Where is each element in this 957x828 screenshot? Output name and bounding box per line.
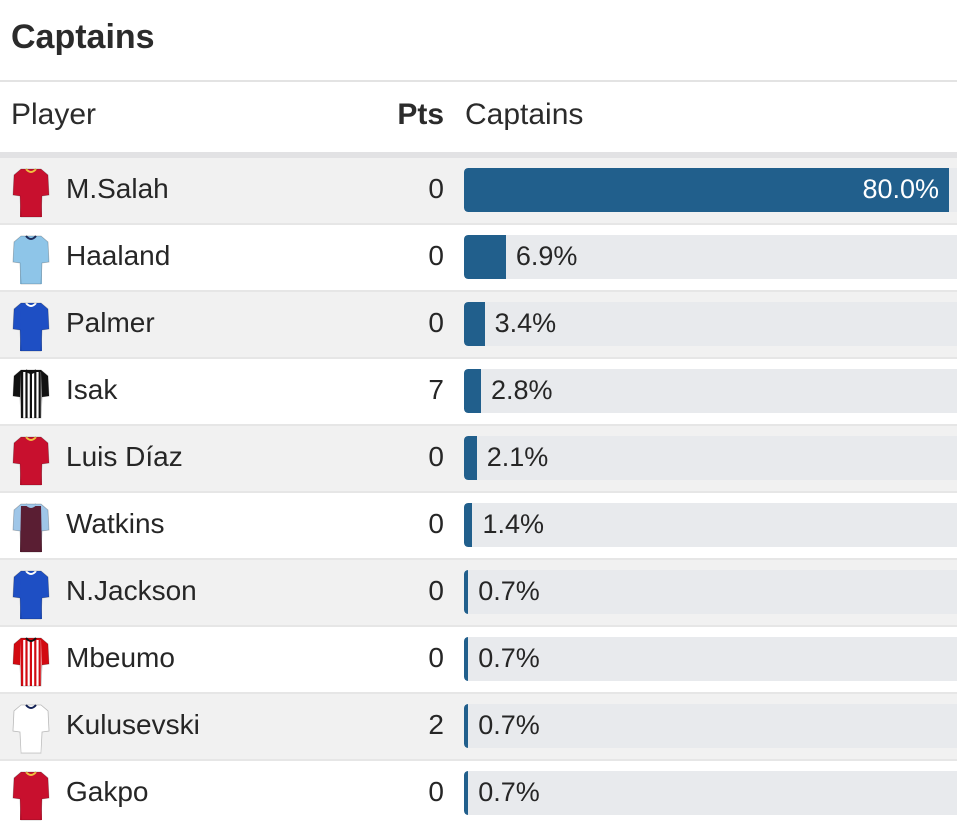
captaincy-bar-fill: [464, 704, 469, 748]
captaincy-percent: 3.4%: [494, 308, 557, 338]
player-name[interactable]: Haaland: [66, 240, 171, 271]
shirt-icon: [12, 701, 50, 755]
captaincy-percent: 0.7%: [478, 710, 540, 740]
player-pts: 2: [428, 709, 444, 740]
player-pts: 0: [428, 307, 444, 338]
player-pts: 0: [428, 508, 444, 539]
player-pts: 0: [428, 776, 444, 807]
page-title: Captains: [0, 0, 957, 82]
captaincy-bar-fill: [464, 168, 949, 212]
shirt-icon: [12, 433, 50, 487]
captaincy-bar-track: 1.4%: [464, 503, 957, 547]
captaincy-bar-fill: [464, 637, 469, 681]
captaincy-bar-fill: [464, 570, 469, 614]
player-pts: 0: [428, 441, 444, 472]
captaincy-bar-track: 2.8%: [464, 369, 957, 413]
captaincy-percent: 2.8%: [490, 375, 553, 405]
captaincy-bar-fill: [464, 503, 473, 547]
column-header-captains[interactable]: Captains: [465, 98, 584, 131]
player-pts: 0: [428, 642, 444, 673]
captaincy-bar-track: 2.1%: [464, 436, 957, 480]
player-name[interactable]: Kulusevski: [66, 709, 200, 740]
table-row[interactable]: Gakpo 0 0.7%: [0, 761, 957, 828]
captaincy-bar-track: 6.9%: [464, 235, 957, 279]
table-row[interactable]: N.Jackson 0 0.7%: [0, 560, 957, 627]
captaincy-percent: 0.7%: [478, 777, 540, 807]
captains-table: M.Salah 0 80.0% Haaland 0 6.9% Palmer 0 3.4% I…: [0, 158, 957, 828]
captaincy-bar-track: 0.7%: [464, 570, 957, 614]
captaincy-bar-track: 0.7%: [464, 771, 957, 815]
shirt-icon: [12, 768, 50, 822]
player-name[interactable]: Watkins: [66, 508, 165, 539]
captaincy-percent: 0.7%: [478, 643, 540, 673]
shirt-icon: [12, 299, 50, 353]
player-pts: 0: [428, 575, 444, 606]
table-row[interactable]: Palmer 0 3.4%: [0, 292, 957, 359]
player-name[interactable]: M.Salah: [66, 173, 169, 204]
player-name[interactable]: Palmer: [66, 307, 155, 338]
captaincy-percent: 6.9%: [515, 241, 578, 271]
column-header-pts[interactable]: Pts: [397, 98, 444, 131]
player-name[interactable]: N.Jackson: [66, 575, 197, 606]
shirt-icon: [12, 232, 50, 286]
table-header: Player Pts Captains: [0, 82, 957, 158]
captaincy-bar-fill: [464, 302, 485, 346]
captaincy-percent: 0.7%: [478, 576, 540, 606]
player-pts: 0: [428, 240, 444, 271]
captaincy-bar-fill: [464, 436, 477, 480]
shirt-icon: [12, 366, 50, 420]
captaincy-bar-fill: [464, 235, 506, 279]
player-name[interactable]: Gakpo: [66, 776, 149, 807]
player-pts: 7: [428, 374, 444, 405]
table-row[interactable]: Isak 7 2.8%: [0, 359, 957, 426]
captaincy-bar-fill: [464, 771, 469, 815]
table-row[interactable]: Haaland 0 6.9%: [0, 225, 957, 292]
player-name[interactable]: Isak: [66, 374, 118, 405]
table-row[interactable]: Watkins 0 1.4%: [0, 493, 957, 560]
player-pts: 0: [428, 173, 444, 204]
captaincy-bar-track: 0.7%: [464, 704, 957, 748]
table-row[interactable]: M.Salah 0 80.0%: [0, 158, 957, 225]
table-row[interactable]: Kulusevski 2 0.7%: [0, 694, 957, 761]
column-header-player[interactable]: Player: [11, 98, 97, 131]
table-row[interactable]: Mbeumo 0 0.7%: [0, 627, 957, 694]
shirt-icon: [12, 165, 50, 219]
shirt-icon: [12, 634, 50, 688]
shirt-icon: [12, 567, 50, 621]
shirt-icon: [12, 500, 50, 554]
captaincy-bar-track: 80.0%: [464, 168, 957, 212]
captaincy-bar-track: 0.7%: [464, 637, 957, 681]
captaincy-percent: 2.1%: [486, 442, 549, 472]
captaincy-percent: 1.4%: [482, 509, 545, 539]
table-row[interactable]: Luis Díaz 0 2.1%: [0, 426, 957, 493]
captaincy-bar-fill: [464, 369, 481, 413]
captaincy-bar-track: 3.4%: [464, 302, 957, 346]
player-name[interactable]: Luis Díaz: [66, 441, 183, 472]
captaincy-percent: 80.0%: [862, 174, 939, 204]
player-name[interactable]: Mbeumo: [66, 642, 175, 673]
